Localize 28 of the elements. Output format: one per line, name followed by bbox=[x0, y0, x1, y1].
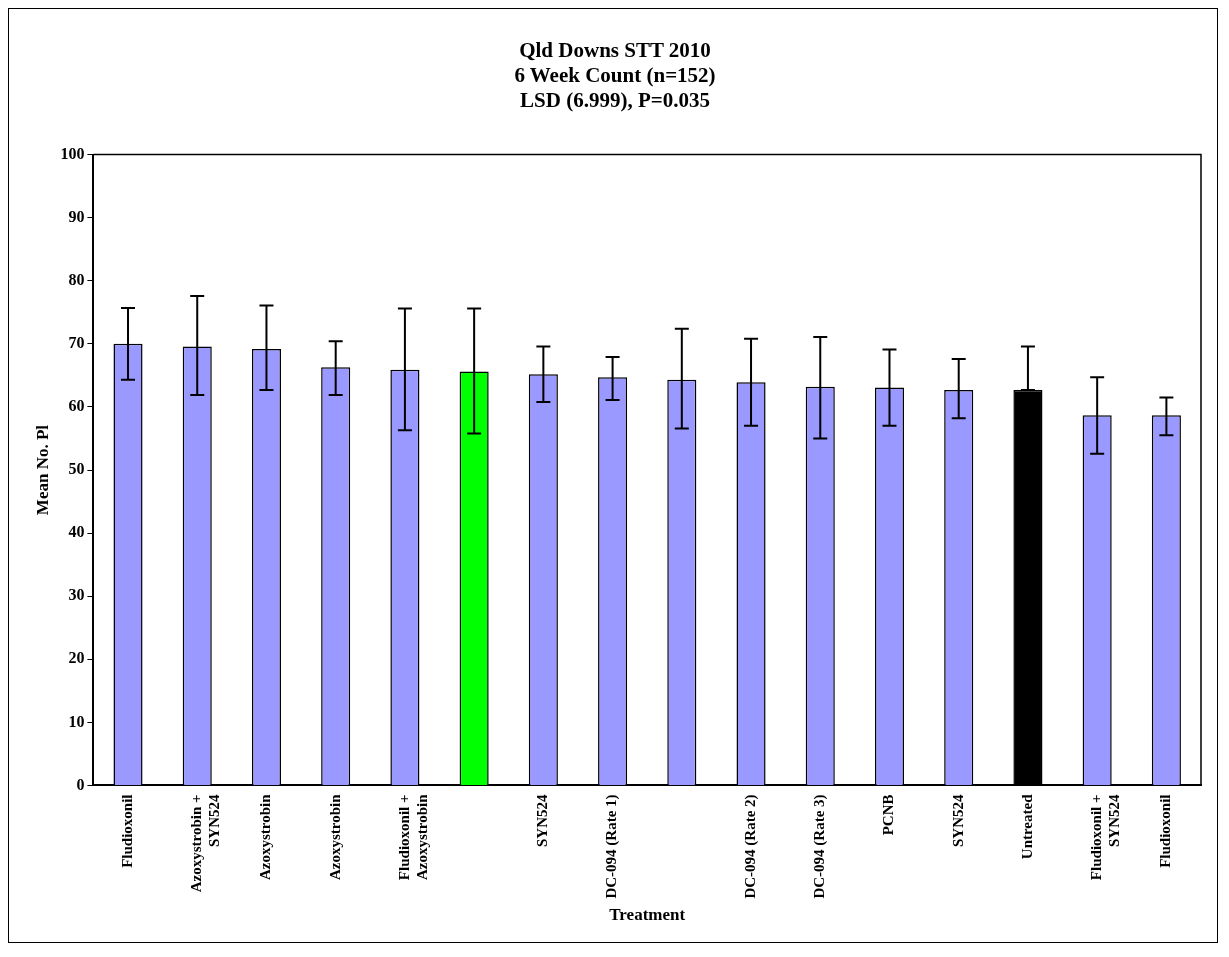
x-tick-label: Fludioxonil + SYN524 bbox=[1088, 793, 1123, 881]
y-axis-title: Mean No. Pl bbox=[32, 424, 52, 516]
y-tick-label: 0 bbox=[76, 775, 85, 793]
y-tick-label: 30 bbox=[68, 586, 85, 604]
x-tick-label: PCNB bbox=[880, 794, 897, 836]
x-tick-label: DC-094 (Rate 3) bbox=[811, 794, 829, 899]
x-tick-label: Fludioxonil bbox=[118, 794, 135, 868]
x-tick-label: DC-094 (Rate 2) bbox=[741, 794, 759, 899]
x-tick-label: Fludioxonil bbox=[1157, 794, 1174, 868]
x-tick-label: Untreated bbox=[1018, 793, 1035, 860]
y-tick-label: 100 bbox=[60, 144, 85, 162]
y-tick-label: 60 bbox=[68, 397, 85, 415]
x-tick-label: SYN524 bbox=[949, 793, 966, 847]
x-axis-title: Treatment bbox=[609, 905, 686, 925]
y-tick-label: 20 bbox=[68, 649, 85, 667]
y-tick-label: 10 bbox=[68, 712, 85, 730]
x-tick-label: SYN524 bbox=[534, 793, 551, 847]
x-tick-label: Fludioxonil + Azoxystrobin bbox=[395, 793, 430, 881]
x-tick-label: Azoxystrobin bbox=[257, 793, 274, 881]
y-tick-label: 40 bbox=[68, 523, 85, 541]
x-tick-label: DC-094 (Rate 1) bbox=[603, 794, 621, 899]
x-tick-label: Azoxystrobin + SYN524 bbox=[188, 793, 223, 893]
x-tick-label: Azoxystrobin bbox=[326, 793, 343, 881]
y-tick-label: 90 bbox=[68, 207, 85, 225]
y-tick-label: 70 bbox=[68, 334, 85, 351]
chart-title: Qld Downs STT 2010 6 Week Count (n=152) LSD (6.999), P=0.035 bbox=[514, 38, 716, 113]
y-tick-label: 80 bbox=[68, 270, 85, 288]
y-tick-label: 50 bbox=[68, 460, 85, 478]
